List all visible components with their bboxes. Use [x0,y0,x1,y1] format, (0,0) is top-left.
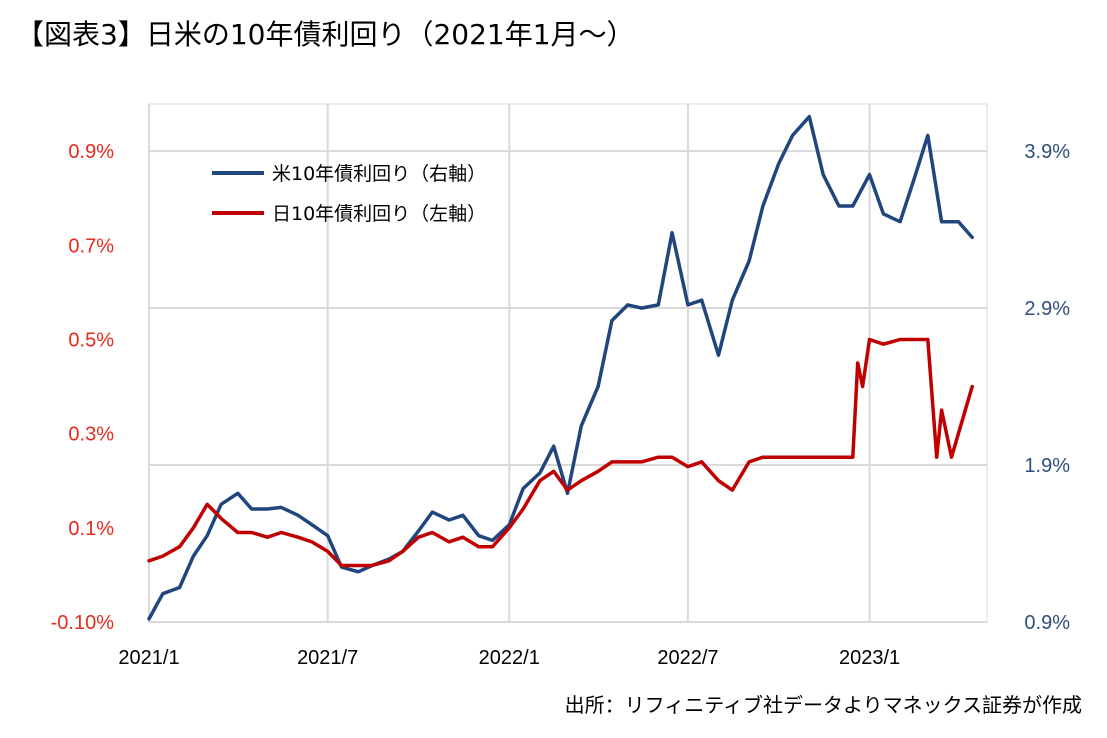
x-tick-label: 2023/1 [839,647,900,669]
series-layer [147,114,974,621]
left-tick-label: 0.9% [68,141,114,163]
legend-label-us: 米10年債利回り（右軸） [272,163,486,185]
legend: 米10年債利回り（右軸） 日10年債利回り（左軸） [212,163,486,225]
left-tick-label: 0.7% [68,235,114,257]
x-tick-label: 2021/1 [118,647,179,669]
x-tick-label: 2022/1 [479,647,540,669]
left-tick-label: 0.3% [68,424,114,446]
right-axis-ticks: 3.9% 2.9% 1.9% 0.9% [1024,141,1070,634]
right-tick-label: 1.9% [1024,455,1070,477]
x-tick-label: 2022/7 [657,647,718,669]
left-axis-ticks: 0.9% 0.7% 0.5% 0.3% 0.1% -0.10% [51,141,115,634]
right-tick-label: 0.9% [1024,612,1070,634]
left-tick-label: 0.5% [68,329,114,351]
legend-label-jp: 日10年債利回り（左軸） [272,203,486,225]
source-note: 出所：リフィニティブ社データよりマネックス証券が作成 [565,693,1082,717]
chart-title: 【図表3】日米の10年債利回り（2021年1月～） [16,18,635,51]
series-line-jp10y [147,337,974,568]
x-axis-ticks: 2021/1 2021/7 2022/1 2022/7 2023/1 [118,647,900,669]
series-line-us10y [147,114,974,621]
right-tick-label: 2.9% [1024,298,1070,320]
right-tick-label: 3.9% [1024,141,1070,163]
left-tick-label: -0.10% [51,612,115,634]
x-tick-label: 2021/7 [297,647,358,669]
left-tick-label: 0.1% [68,518,114,540]
